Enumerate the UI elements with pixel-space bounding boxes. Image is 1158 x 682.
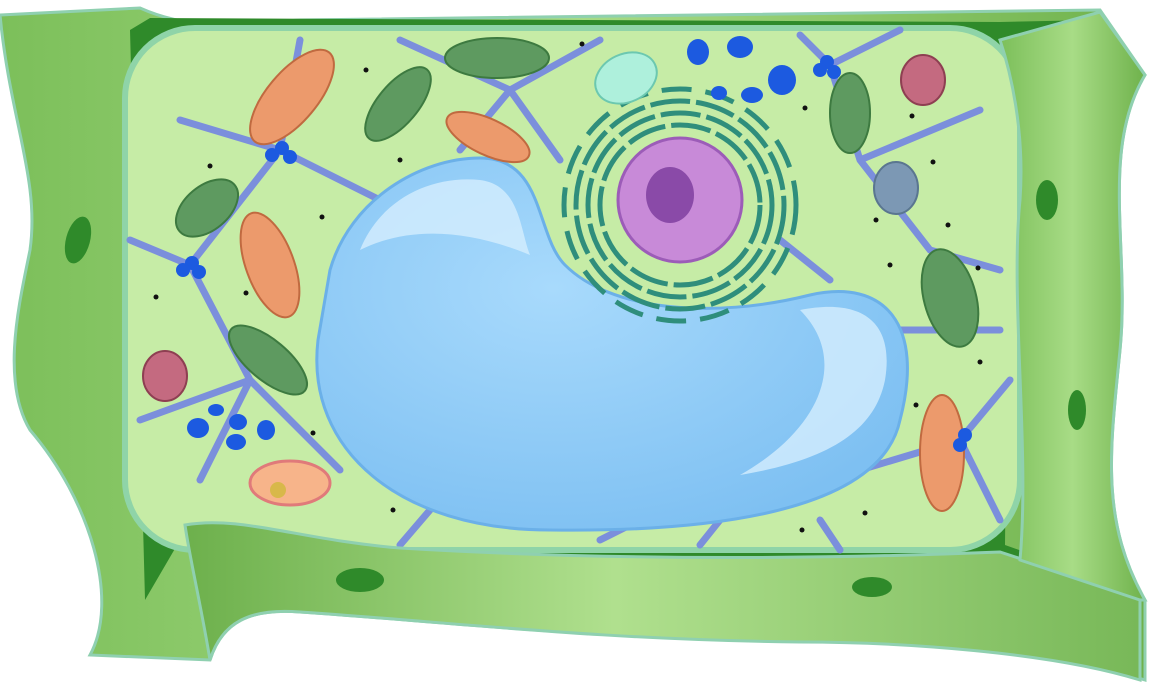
cell-wall-front [183, 521, 1142, 682]
vacuole-highlight [740, 306, 887, 475]
lysosome-core [270, 482, 286, 498]
peroxisome [900, 54, 946, 106]
nucleolus [646, 167, 694, 223]
chloroplasts [175, 37, 980, 396]
granules [153, 41, 983, 533]
lysosome [248, 459, 332, 507]
vesicles [176, 36, 972, 452]
peroxisome [142, 350, 188, 402]
endoplasmic-reticulum [561, 86, 799, 324]
mitochondria [239, 48, 965, 512]
cell-wall-right [998, 10, 1148, 602]
amyloplast [594, 51, 658, 105]
vesicle [873, 161, 919, 215]
plasmodesmata [64, 180, 1086, 597]
vacuole-highlight [360, 179, 530, 255]
